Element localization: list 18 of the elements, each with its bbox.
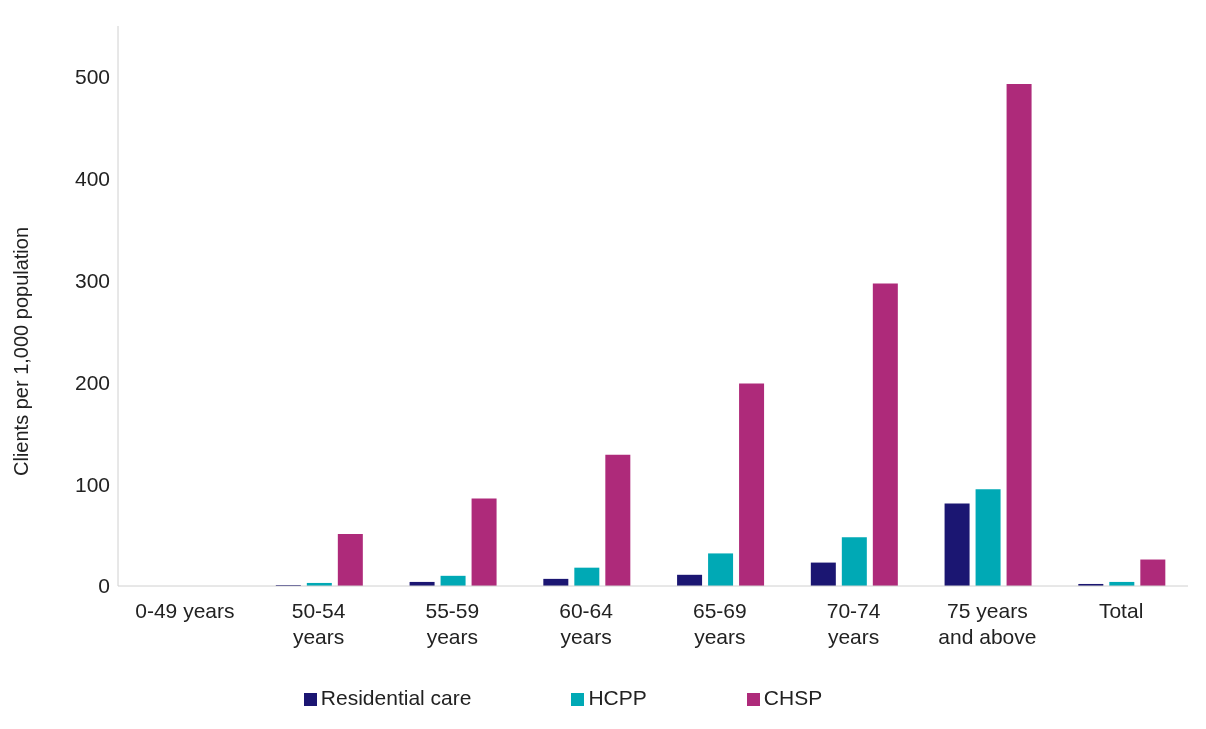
legend-label: HCPP — [588, 686, 647, 709]
x-tick-label: 50-54 years — [291, 599, 346, 648]
y-tick-label: 500 — [74, 65, 110, 89]
y-tick-label: 400 — [74, 167, 110, 191]
y-tick-label: 100 — [74, 472, 110, 496]
x-tick-label: 70-74 years — [826, 599, 881, 648]
x-tick-label: 60-64 years — [559, 599, 614, 648]
legend-label: CHSP — [763, 686, 823, 709]
legend-label: Residential care — [320, 686, 472, 709]
y-tick-label: 0 — [98, 574, 110, 598]
x-tick-label: 65-69 years — [693, 599, 747, 648]
x-tick-label: 0-49 years — [135, 599, 235, 622]
y-tick-label: 200 — [74, 370, 110, 394]
x-tick-label: 75 years and above — [938, 599, 1037, 648]
y-tick-label: 300 — [74, 269, 110, 292]
x-tick-label: 55-59 years — [425, 599, 480, 648]
x-tick-label: Total — [1098, 599, 1144, 622]
y-axis-title: Clients per 1,000 population — [10, 226, 33, 476]
